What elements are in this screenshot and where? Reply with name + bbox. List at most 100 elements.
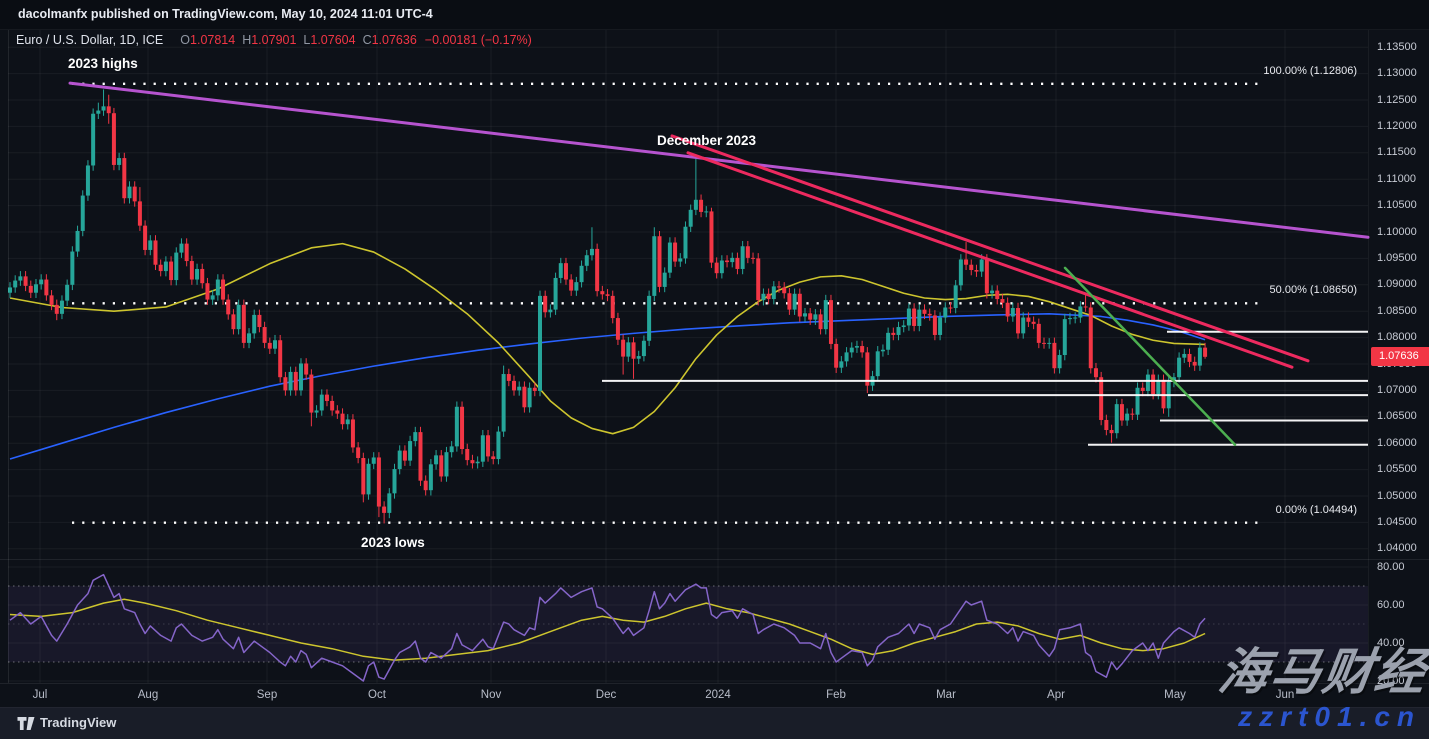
candle-down	[111, 113, 116, 165]
candle-up	[501, 374, 506, 432]
time-tick-label: Dec	[595, 689, 617, 701]
candle-up	[454, 406, 459, 447]
price-tick-label: 1.11000	[1377, 172, 1416, 185]
candle-down	[184, 243, 189, 262]
candle-up	[802, 313, 807, 317]
candle-down	[709, 211, 714, 263]
candle-up	[813, 314, 818, 320]
candle-down	[205, 283, 210, 300]
candle-down	[865, 352, 870, 386]
symbol-title: Euro / U.S. Dollar, 1D, ICE	[16, 33, 164, 47]
candle-up	[366, 463, 371, 495]
candle-up	[371, 457, 376, 464]
candle-up	[761, 293, 766, 301]
published-text: dacolmanfx published on TradingView.com,…	[18, 7, 433, 21]
candle-up	[589, 248, 594, 256]
change-value: −0.00181 (−0.17%)	[424, 33, 532, 47]
candle-down	[522, 386, 527, 408]
close-label: C	[362, 33, 372, 47]
candle-up	[1047, 342, 1052, 344]
candle-up	[844, 352, 849, 362]
candle-down	[756, 258, 761, 301]
rsi-tick-label: 20.00	[1377, 674, 1405, 687]
candle-down	[615, 318, 620, 340]
candle-down	[1203, 347, 1208, 357]
candle-down	[1093, 368, 1098, 378]
candle-up	[636, 356, 641, 359]
candle-down	[512, 380, 517, 391]
candle-down	[1109, 430, 1114, 434]
candle-down	[927, 313, 932, 316]
candle-down	[1052, 342, 1057, 369]
candle-down	[1031, 321, 1036, 324]
candle-down	[532, 387, 537, 391]
trendline-short-term-downtrend[interactable]	[1063, 266, 1237, 447]
candle-down	[23, 276, 28, 286]
candle-down	[948, 307, 953, 309]
candle-down	[335, 410, 340, 414]
candle-up	[688, 209, 693, 227]
candle-down	[818, 314, 823, 330]
candle-down	[787, 293, 792, 310]
published-bar: dacolmanfx published on TradingView.com,…	[0, 0, 1429, 30]
candle-up	[990, 290, 995, 294]
candle-up	[33, 284, 38, 293]
candle-up	[537, 295, 542, 391]
price-tick-label: 1.11500	[1377, 146, 1416, 159]
candle-up	[641, 340, 646, 357]
candle-down	[257, 314, 262, 328]
candle-down	[241, 304, 246, 343]
candle-up	[917, 309, 922, 326]
candle-down	[657, 236, 662, 287]
candle-up	[662, 272, 667, 287]
candle-up	[1135, 387, 1140, 415]
candle-up	[1073, 317, 1078, 319]
candle-down	[751, 257, 756, 259]
candle-up	[13, 280, 18, 288]
price-axis[interactable]: 1.13500 1.13000 1.12500 1.12000 1.11500 1.110…	[0, 0, 1429, 687]
candlestick-series	[8, 89, 1208, 524]
candle-up	[901, 325, 906, 328]
candle-up	[195, 268, 200, 280]
candle-down	[226, 299, 231, 315]
candle-up	[906, 308, 911, 326]
candle-up	[127, 186, 132, 199]
rsi-tick-label: 80.00	[1377, 560, 1405, 573]
trendline-long-term-downtrend[interactable]	[68, 81, 1370, 239]
candle-up	[875, 351, 880, 377]
time-axis[interactable]: Jul Aug Sep Oct Nov Dec 2024 Feb Mar Apr May Jun	[0, 684, 1429, 707]
price-tick-label: 1.08500	[1377, 304, 1417, 317]
candle-down	[969, 264, 974, 271]
candle-up	[938, 317, 943, 335]
candle-down	[912, 308, 917, 326]
candle-up	[210, 295, 215, 300]
candle-down	[1104, 419, 1109, 430]
time-tick-label: Aug	[137, 689, 159, 701]
candle-down	[486, 435, 491, 457]
candle-up	[179, 243, 184, 253]
trendline-channel-lower[interactable]	[686, 151, 1294, 369]
price-tick-label: 1.07000	[1377, 383, 1417, 396]
candle-up	[298, 363, 303, 391]
trendline-channel-upper[interactable]	[670, 134, 1310, 363]
candle-down	[735, 257, 740, 269]
candle-up	[943, 307, 948, 318]
candle-down	[610, 295, 615, 319]
candle-down	[1140, 387, 1145, 391]
tradingview-logo-icon[interactable]	[17, 716, 36, 731]
high-value: 1.07901	[251, 33, 297, 47]
candle-up	[252, 314, 257, 334]
tradingview-brand-link[interactable]: TradingView	[40, 715, 117, 730]
candle-up	[247, 333, 252, 343]
candle-up	[387, 493, 392, 513]
candle-down	[1119, 404, 1124, 421]
candle-down	[350, 419, 355, 448]
candle-down	[418, 432, 423, 481]
low-value: 1.07604	[310, 33, 356, 47]
time-tick-label: 2024	[705, 689, 731, 701]
candle-up	[496, 431, 501, 460]
candle-up	[1182, 353, 1187, 358]
candle-down	[621, 339, 626, 357]
price-tick-label: 1.09500	[1377, 251, 1417, 264]
